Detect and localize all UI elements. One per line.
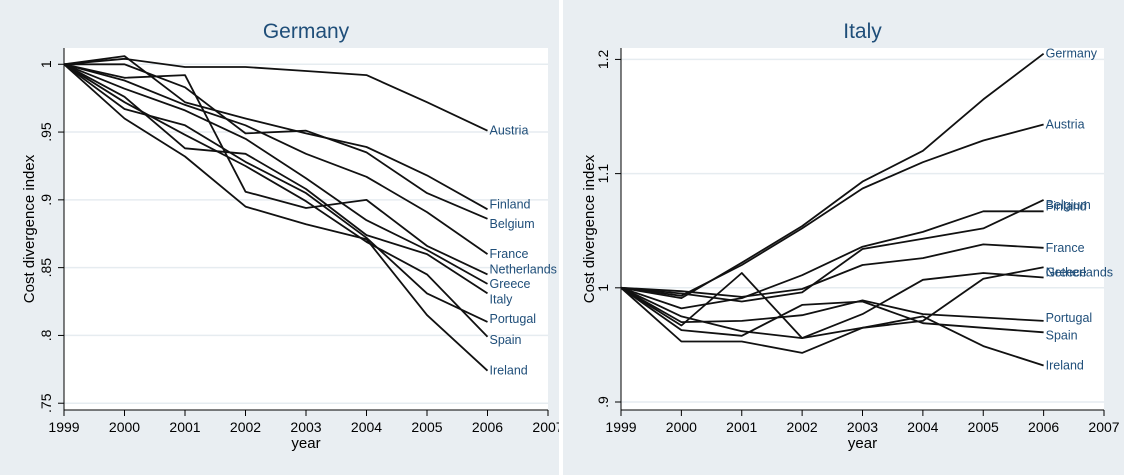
series-label-italy: Italy <box>490 292 514 306</box>
series-line-austria <box>63 57 488 132</box>
y-axis-title: Cost divergence index <box>581 154 598 303</box>
series-line-ireland <box>620 287 1044 367</box>
series-line-spain <box>620 287 1044 337</box>
tick-label-x: 2001 <box>726 419 757 435</box>
series-line-portugal <box>620 287 1044 324</box>
tick-label-y: .9 <box>595 396 611 408</box>
tick-label-x: 2002 <box>230 419 261 435</box>
tick-label-y: .85 <box>38 258 54 278</box>
series-line-italy <box>63 63 488 295</box>
series-line-finland <box>63 55 488 211</box>
tick-label-x: 2007 <box>1088 419 1119 435</box>
panel-italy: Italy .9 1 1.1 1.2 1999 2000 2001 2002 2003 2004 20… <box>563 0 1124 475</box>
series-label-france: France <box>490 247 529 261</box>
series-line-netherlands <box>63 63 488 276</box>
series-label-portugal: Portugal <box>1046 311 1093 325</box>
series-label-ireland: Ireland <box>490 364 528 378</box>
series-label-belgium: Belgium <box>1046 198 1091 212</box>
tick-label-x: 2007 <box>532 419 559 435</box>
series-line-france <box>620 243 1044 298</box>
chart-title: Italy <box>843 20 882 43</box>
series-line-austria <box>620 123 1044 297</box>
series-line-greece <box>63 63 488 285</box>
tick-label-y: .9 <box>38 194 54 206</box>
chart-title: Germany <box>263 20 350 43</box>
tick-label-x: 1999 <box>605 419 636 435</box>
tick-label-y: 1 <box>595 284 611 292</box>
series-label-spain: Spain <box>1046 328 1078 342</box>
series-label-finland: Finland <box>1046 199 1087 213</box>
tick-label-x: 2006 <box>472 419 503 435</box>
series-label-ireland: Ireland <box>1046 358 1084 372</box>
series-label-belgium: Belgium <box>490 217 535 231</box>
x-axis-title: year <box>291 435 320 452</box>
series-line-belgium <box>620 199 1044 303</box>
series-label-austria: Austria <box>1046 118 1085 132</box>
tick-label-x: 2000 <box>109 419 140 435</box>
series-label-portugal: Portugal <box>490 312 537 326</box>
tick-label-x: 2006 <box>1028 419 1059 435</box>
series-line-spain <box>63 63 489 338</box>
tick-label-x: 1999 <box>48 419 79 435</box>
tick-label-x: 2002 <box>787 419 818 435</box>
series-label-austria: Austria <box>490 124 529 138</box>
series-line-belgium <box>64 63 488 220</box>
series-label-greece: Greece <box>490 277 531 291</box>
panel-germany: Germany .75 .8 .85 .9 .95 1 1999 2000 2001 2002 200… <box>0 0 559 475</box>
tick-label-y: .75 <box>38 393 54 413</box>
tick-label-x: 2001 <box>169 419 200 435</box>
y-axis-title: Cost divergence index <box>21 154 38 303</box>
series-label-netherlands: Netherlands <box>1046 266 1113 280</box>
series-line-finland <box>620 210 1044 310</box>
series-line-france <box>63 63 489 255</box>
series-label-spain: Spain <box>490 333 522 347</box>
tick-label-y: .95 <box>38 122 54 142</box>
series-line-portugal <box>63 63 488 323</box>
series-label-finland: Finland <box>490 197 531 211</box>
tick-label-x: 2005 <box>968 419 999 435</box>
series-label-france: France <box>1046 241 1085 255</box>
tick-label-y: .8 <box>38 329 54 341</box>
series-label-germany: Germany <box>1046 47 1098 61</box>
tick-label-x: 2003 <box>290 419 321 435</box>
tick-label-x: 2004 <box>351 419 382 435</box>
series-line-greece <box>620 266 1044 340</box>
x-axis-title: year <box>848 435 877 452</box>
tick-label-y: 1.1 <box>595 164 611 184</box>
tick-label-x: 2000 <box>666 419 697 435</box>
tick-label-x: 2005 <box>411 419 442 435</box>
plot-area <box>621 48 1104 410</box>
tick-label-y: 1 <box>38 60 54 68</box>
chart-italy: Italy .9 1 1.1 1.2 1999 2000 2001 2002 2003 2004 20… <box>581 20 1120 452</box>
plot-area <box>64 48 548 410</box>
series-line-ireland <box>63 63 489 372</box>
series-label-greece: Greece <box>1046 265 1087 279</box>
tick-label-x: 2004 <box>907 419 938 435</box>
tick-label-x: 2003 <box>847 419 878 435</box>
chart-germany: Germany .75 .8 .85 .9 .95 1 1999 2000 2001 2002 200… <box>21 20 559 452</box>
series-label-netherlands: Netherlands <box>490 262 557 276</box>
series-line-netherlands <box>620 272 1044 340</box>
tick-label-y: 1.2 <box>595 49 611 69</box>
